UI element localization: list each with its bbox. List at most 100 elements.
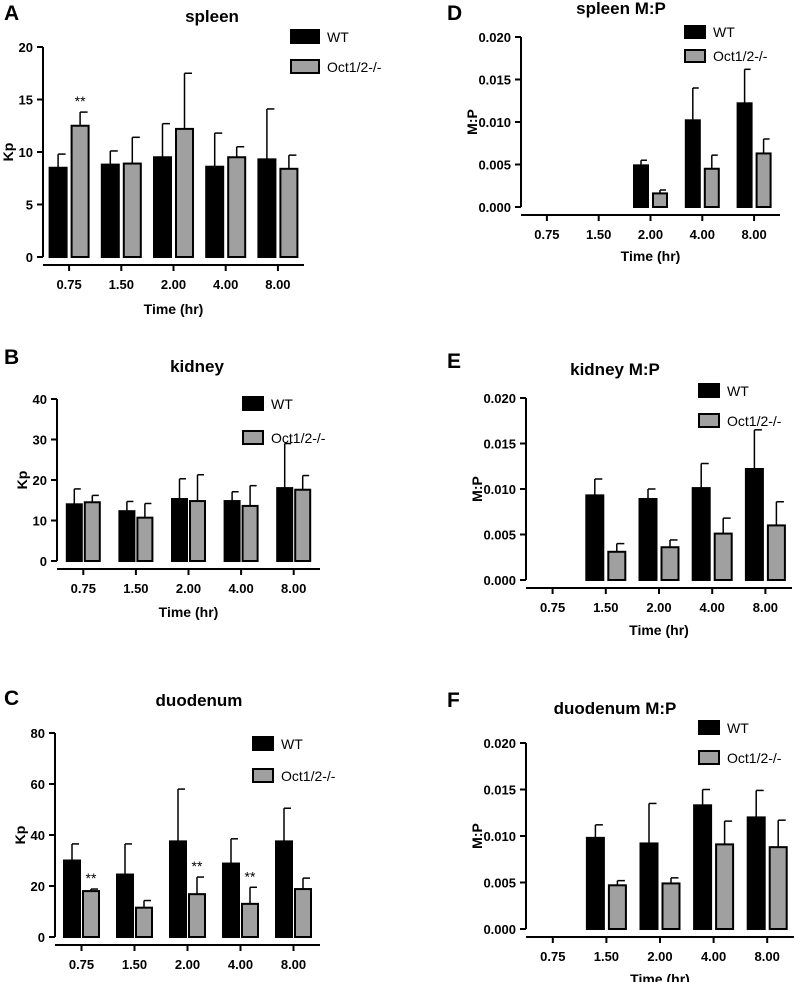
y-tick-label: 0.000 — [483, 922, 516, 937]
legend-label: Oct1/2-/- — [281, 768, 336, 784]
legend-label: WT — [271, 396, 293, 412]
y-tick-label: 0.015 — [478, 73, 511, 88]
x-tick-label: 2.00 — [176, 581, 201, 596]
bar-wt — [222, 862, 240, 938]
x-axis-label: Time (hr) — [630, 971, 690, 982]
panel-letter: C — [4, 687, 19, 710]
x-tick-label: 0.75 — [540, 949, 565, 964]
legend-swatch — [684, 25, 706, 39]
y-tick-label: 10 — [33, 514, 47, 529]
bar-wt — [118, 510, 136, 562]
y-tick-label: 40 — [31, 828, 45, 843]
x-tick-label: 8.00 — [281, 581, 306, 596]
y-tick-label: 60 — [31, 777, 45, 792]
bar-oct-ko — [70, 124, 90, 258]
bar-wt — [116, 873, 134, 939]
bar-wt — [153, 156, 172, 258]
x-tick-label: 8.00 — [755, 949, 780, 964]
x-tick-label: 2.00 — [175, 957, 200, 972]
x-axis-label: Time (hr) — [159, 604, 219, 620]
legend-swatch — [242, 430, 264, 445]
y-tick-label: 0.010 — [483, 829, 516, 844]
y-tick-label: 20 — [33, 473, 47, 488]
y-tick-label: 30 — [33, 433, 47, 448]
y-axis-label: Kp — [14, 471, 30, 490]
bar-oct-ko — [189, 500, 206, 562]
x-tick-label: 8.00 — [741, 227, 766, 242]
panel-letter: A — [4, 2, 19, 25]
legend-label: WT — [727, 720, 749, 736]
legend-label: WT — [327, 29, 349, 45]
chart-title: kidney M:P — [570, 360, 660, 379]
x-tick-label: 0.75 — [69, 957, 94, 972]
legend-label: WT — [281, 736, 303, 752]
legend-label: Oct1/2-/- — [727, 750, 782, 766]
y-tick-label: 0.005 — [483, 528, 516, 543]
bar-oct-ko — [279, 167, 299, 258]
y-tick-label: 0.005 — [483, 876, 516, 891]
chart-title: duodenum — [156, 691, 243, 710]
bar-wt — [169, 840, 187, 938]
y-tick-label: 0.020 — [483, 736, 516, 751]
legend-swatch — [242, 396, 264, 411]
y-tick-label: 0.020 — [478, 30, 511, 45]
legend-label: WT — [713, 24, 735, 40]
y-tick-label: 10 — [19, 145, 33, 160]
y-axis-label: Kp — [12, 826, 28, 845]
x-tick-label: 2.00 — [638, 227, 663, 242]
panel-letter: F — [447, 689, 460, 712]
legend-swatch — [252, 736, 274, 751]
bar-oct-ko — [715, 843, 735, 930]
bar-oct-ko — [755, 152, 772, 208]
bar-wt — [638, 498, 658, 582]
significance-marker: ** — [75, 93, 86, 109]
x-tick-label: 1.50 — [593, 600, 618, 615]
x-tick-label: 8.00 — [753, 600, 778, 615]
bar-wt — [585, 494, 605, 581]
x-tick-label: 1.50 — [586, 227, 611, 242]
x-tick-label: 4.00 — [690, 227, 715, 242]
significance-marker: ** — [245, 868, 256, 884]
chart-title: spleen M:P — [576, 0, 666, 18]
bar-oct-ko — [188, 893, 206, 938]
x-tick-label: 0.75 — [540, 600, 565, 615]
x-tick-label: 0.75 — [534, 227, 559, 242]
bar-wt — [205, 165, 225, 258]
y-tick-label: 0.015 — [483, 437, 516, 452]
y-tick-label: 0.015 — [483, 783, 516, 798]
y-tick-label: 0 — [38, 930, 45, 945]
legend-swatch — [698, 383, 720, 398]
x-tick-label: 0.75 — [71, 581, 96, 596]
bar-oct-ko — [713, 532, 733, 582]
legend-swatch — [698, 750, 720, 765]
x-tick-label: 0.75 — [56, 277, 81, 292]
y-axis-label: M:P — [469, 476, 485, 502]
bar-wt — [257, 158, 277, 259]
bar-wt — [63, 859, 81, 938]
bar-wt — [633, 164, 649, 209]
x-tick-label: 2.00 — [646, 600, 671, 615]
bar-oct-ko — [175, 127, 194, 258]
y-tick-label: 0 — [40, 554, 47, 569]
y-tick-label: 20 — [31, 879, 45, 894]
x-tick-label: 4.00 — [700, 600, 725, 615]
legend-label: Oct1/2-/- — [713, 48, 768, 64]
bar-oct-ko — [607, 884, 627, 930]
bar-wt — [276, 487, 294, 563]
bar-wt — [100, 163, 120, 259]
bar-oct-ko — [607, 550, 627, 581]
bar-oct-ko — [241, 504, 259, 563]
bar-wt — [744, 467, 764, 582]
y-tick-label: 0.005 — [478, 158, 511, 173]
bar-oct-ko — [766, 524, 786, 582]
legend-label: Oct1/2-/- — [327, 59, 382, 75]
bar-wt — [693, 804, 713, 930]
x-tick-label: 4.00 — [213, 277, 238, 292]
bar-oct-ko — [227, 156, 247, 258]
x-axis-label: Time (hr) — [144, 301, 204, 317]
legend-swatch — [290, 29, 320, 44]
y-tick-label: 0.000 — [478, 200, 511, 215]
x-tick-label: 8.00 — [265, 277, 290, 292]
